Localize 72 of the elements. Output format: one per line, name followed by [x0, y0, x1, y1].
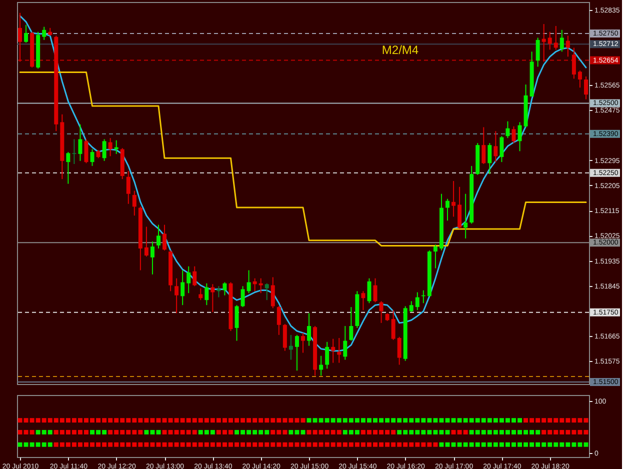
candlestick — [415, 292, 420, 311]
candlestick — [343, 326, 348, 360]
candlestick — [379, 300, 384, 324]
candlestick — [264, 282, 269, 301]
candlestick — [144, 226, 148, 258]
candlestick — [578, 70, 582, 88]
candlestick — [204, 282, 209, 306]
candlestick — [78, 124, 82, 162]
candlestick — [126, 170, 130, 204]
candlestick — [132, 190, 136, 216]
candlestick — [156, 224, 160, 249]
candlestick — [319, 355, 324, 376]
candlestick — [186, 266, 191, 294]
candlestick — [548, 31, 552, 50]
candlestick — [397, 336, 402, 366]
candlestick — [349, 306, 354, 342]
candlestick — [433, 244, 438, 269]
candlestick — [500, 136, 504, 163]
candlestick — [42, 26, 46, 40]
candlestick — [66, 152, 70, 184]
candlestick — [584, 76, 588, 100]
candlestick — [276, 306, 281, 336]
candlestick — [458, 186, 462, 230]
candlestick — [240, 286, 245, 308]
candlestick — [566, 35, 570, 58]
candlestick — [108, 138, 112, 157]
candlestick — [482, 126, 486, 164]
candlestick — [542, 24, 546, 62]
candlestick — [210, 284, 215, 313]
candlestick — [180, 270, 185, 306]
candlestick — [288, 334, 293, 360]
candlestick — [554, 25, 558, 50]
candlestick — [518, 122, 522, 152]
candlestick — [150, 241, 154, 275]
candlestick — [282, 324, 287, 352]
candlestick — [258, 278, 263, 294]
candlestick — [331, 338, 336, 364]
candlestick — [294, 334, 299, 372]
candlestick — [560, 29, 564, 52]
annotation: M2/M4 — [382, 42, 419, 57]
candlestick — [216, 286, 221, 298]
candlestick — [464, 193, 468, 239]
candlestick — [24, 24, 28, 44]
candlestick — [84, 138, 88, 164]
candlestick — [72, 138, 76, 164]
candlestick — [192, 266, 197, 287]
candlestick — [488, 142, 492, 175]
candlestick — [361, 290, 366, 311]
candlestick — [234, 304, 239, 342]
candlestick — [18, 12, 22, 62]
candlestick — [102, 138, 106, 162]
candlestick — [198, 288, 203, 301]
candlestick — [367, 278, 372, 304]
candlestick — [512, 126, 516, 144]
candlestick — [494, 130, 498, 163]
candlestick — [572, 47, 576, 80]
candlestick — [222, 282, 227, 296]
candlestick — [373, 278, 378, 303]
candlestick — [446, 198, 450, 222]
candlestick — [270, 276, 275, 309]
candlestick — [162, 224, 167, 251]
candlestick — [391, 310, 396, 340]
candlestick — [506, 120, 510, 139]
candlestick — [536, 37, 540, 68]
candlestick — [409, 300, 414, 313]
candlestick — [90, 148, 94, 166]
candlestick — [246, 270, 251, 294]
candlestick — [452, 180, 456, 218]
candlestick — [174, 278, 179, 314]
candlestick — [325, 341, 330, 370]
candlestick — [301, 332, 305, 354]
candlestick — [307, 312, 312, 346]
